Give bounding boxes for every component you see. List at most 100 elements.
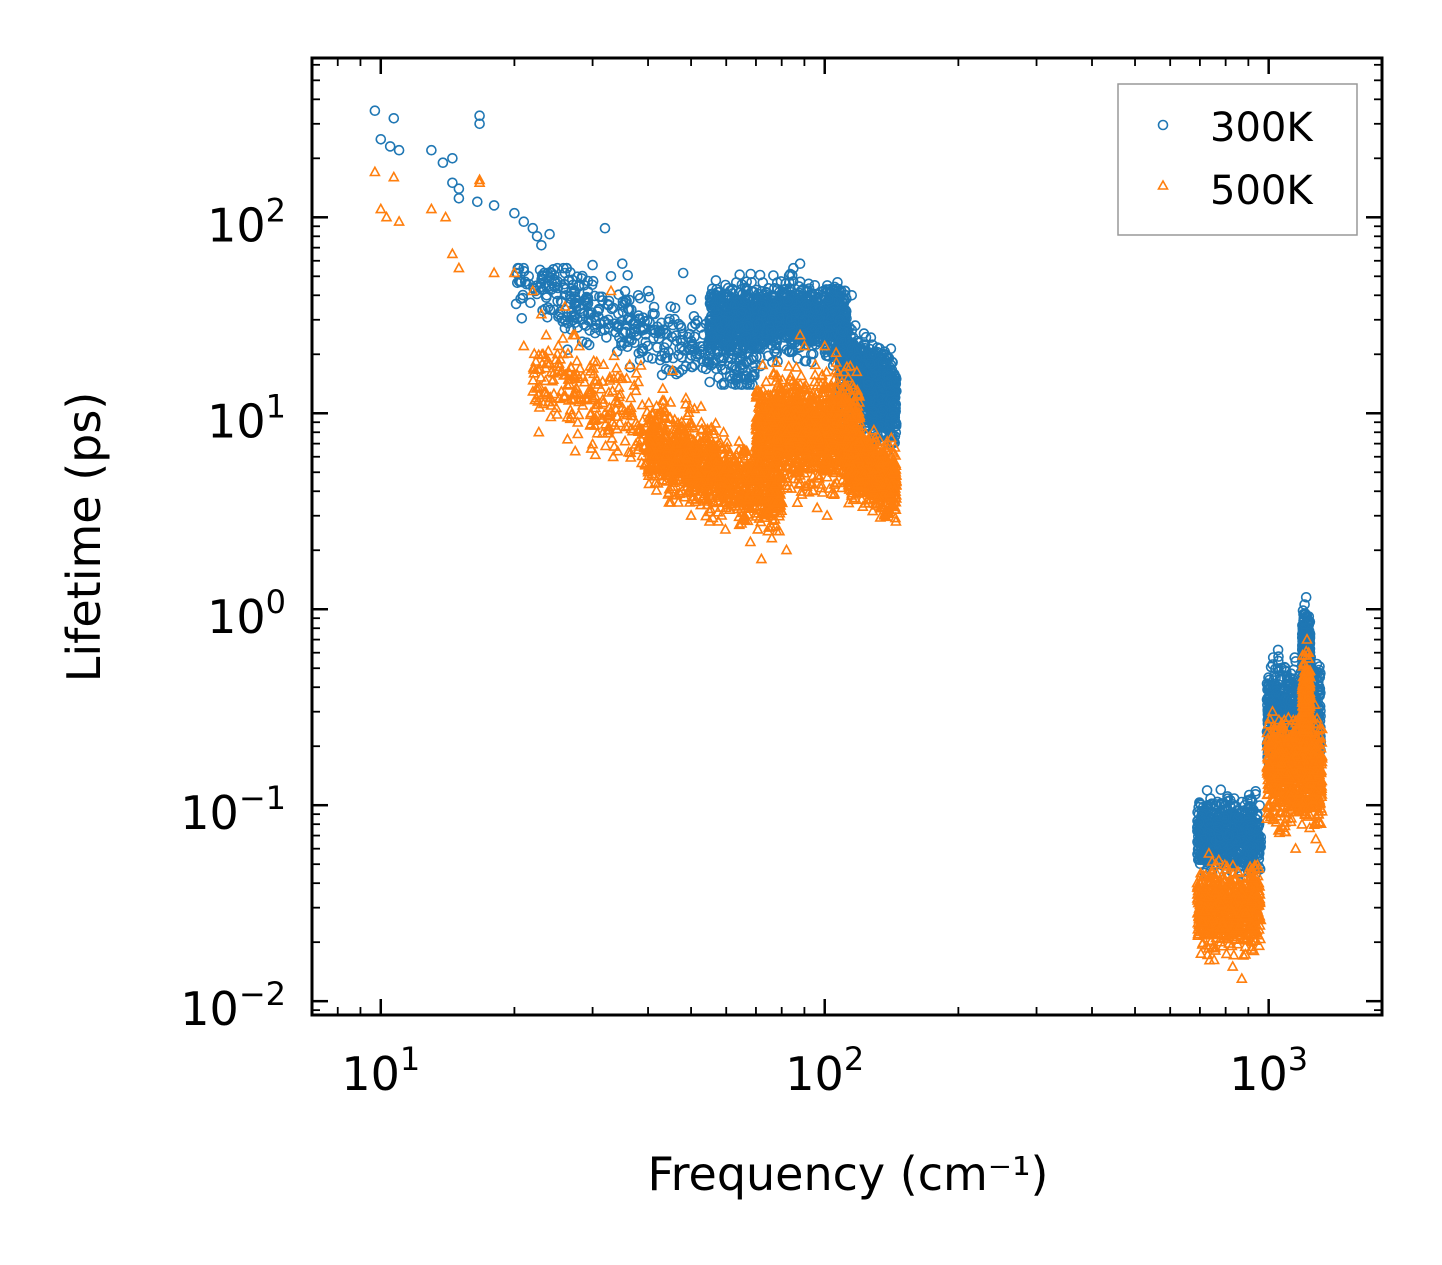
data-point-300k — [747, 339, 759, 350]
data-point-300k — [471, 196, 483, 208]
data-point-300k — [730, 338, 742, 350]
data-point-300k — [729, 299, 741, 310]
data-point-300k — [803, 283, 815, 294]
data-point-300k — [809, 303, 821, 315]
data-point-300k — [622, 269, 634, 281]
data-point-300k — [767, 332, 779, 344]
data-point-500k — [439, 210, 452, 222]
data-point-300k — [812, 291, 824, 303]
data-point-300k — [593, 304, 605, 316]
data-point-300k — [697, 362, 709, 374]
data-point-300k — [525, 297, 536, 309]
data-point-300k — [648, 301, 660, 313]
data-point-500k — [571, 427, 584, 439]
data-point-300k — [583, 308, 594, 320]
data-point-300k — [725, 353, 737, 365]
data-point-300k — [834, 286, 846, 298]
data-point-300k — [730, 379, 741, 390]
data-point-300k — [447, 177, 458, 189]
data-point-300k — [659, 347, 670, 359]
data-point-300k — [742, 320, 754, 332]
data-point-300k — [581, 296, 593, 308]
data-point-300k — [369, 105, 381, 116]
data-point-300k — [839, 289, 851, 301]
data-point-300k — [676, 351, 688, 363]
data-point-300k — [616, 340, 627, 352]
data-point-300k — [553, 311, 564, 323]
data-point-300k — [735, 307, 747, 319]
data-point-300k — [686, 341, 698, 353]
data-point-300k — [559, 322, 571, 334]
data-point-300k — [734, 269, 746, 281]
data-point-300k — [707, 330, 718, 342]
data-point-300k — [712, 334, 724, 345]
data-point-300k — [795, 324, 807, 336]
data-point-300k — [656, 317, 667, 329]
data-point-300k — [649, 327, 661, 339]
data-point-300k — [542, 302, 554, 313]
data-point-300k — [552, 295, 563, 307]
data-point-300k — [384, 141, 396, 152]
data-point-500k — [446, 247, 459, 259]
data-point-300k — [516, 312, 528, 324]
data-point-300k — [763, 282, 774, 294]
data-point-300k — [795, 296, 807, 308]
data-point-300k — [576, 314, 588, 325]
data-point-300k — [546, 277, 558, 289]
data-point-300k — [544, 228, 555, 240]
data-point-300k — [388, 113, 400, 124]
data-point-300k — [633, 313, 645, 325]
data-point-300k — [582, 285, 594, 297]
data-point-300k — [818, 330, 830, 341]
data-point-300k — [488, 200, 500, 211]
data-point-300k — [474, 110, 485, 121]
data-point-500k — [393, 215, 405, 226]
data-point-300k — [711, 339, 722, 350]
data-point-500k — [623, 358, 636, 370]
data-point-300k — [757, 277, 769, 288]
data-point-300k — [523, 270, 535, 282]
data-point-300k — [740, 331, 752, 343]
data-point-500k — [557, 332, 569, 343]
data-point-300k — [686, 361, 698, 373]
data-point-500k — [1314, 842, 1327, 853]
data-point-300k — [821, 280, 833, 291]
data-point-300k — [782, 295, 794, 307]
data-point-300k — [437, 157, 449, 168]
data-point-300k — [753, 318, 765, 330]
data-point-300k — [629, 337, 640, 349]
data-point-300k — [647, 308, 659, 319]
data-point-300k — [726, 373, 738, 385]
data-point-300k — [539, 277, 551, 289]
data-point-300k — [453, 193, 465, 204]
data-point-300k — [595, 325, 606, 337]
data-point-300k — [655, 328, 666, 339]
data-point-300k — [747, 369, 759, 381]
data-point-300k — [694, 348, 705, 360]
data-point-300k — [715, 352, 727, 364]
data-point-300k — [587, 275, 599, 287]
data-point-300k — [663, 316, 675, 328]
data-point-300k — [762, 350, 774, 362]
data-point-300k — [447, 153, 458, 164]
data-point-300k — [771, 332, 782, 344]
data-point-300k — [590, 322, 601, 334]
data-point-300k — [800, 299, 812, 311]
data-point-300k — [601, 332, 612, 343]
data-point-500k — [636, 398, 649, 410]
data-point-500k — [561, 432, 574, 444]
data-point-300k — [565, 286, 577, 298]
data-point-300k — [785, 315, 797, 326]
data-point-500k — [1289, 842, 1302, 853]
data-point-300k — [578, 308, 590, 319]
data-point-300k — [820, 350, 832, 362]
data-point-500k — [605, 284, 617, 296]
data-point-300k — [616, 258, 628, 270]
data-point-500k — [717, 426, 730, 437]
data-point-300k — [768, 299, 780, 311]
data-point-300k — [660, 352, 671, 364]
data-point-300k — [633, 347, 645, 359]
data-point-300k — [710, 275, 722, 286]
data-point-300k — [747, 300, 758, 311]
data-point-300k — [774, 302, 786, 314]
